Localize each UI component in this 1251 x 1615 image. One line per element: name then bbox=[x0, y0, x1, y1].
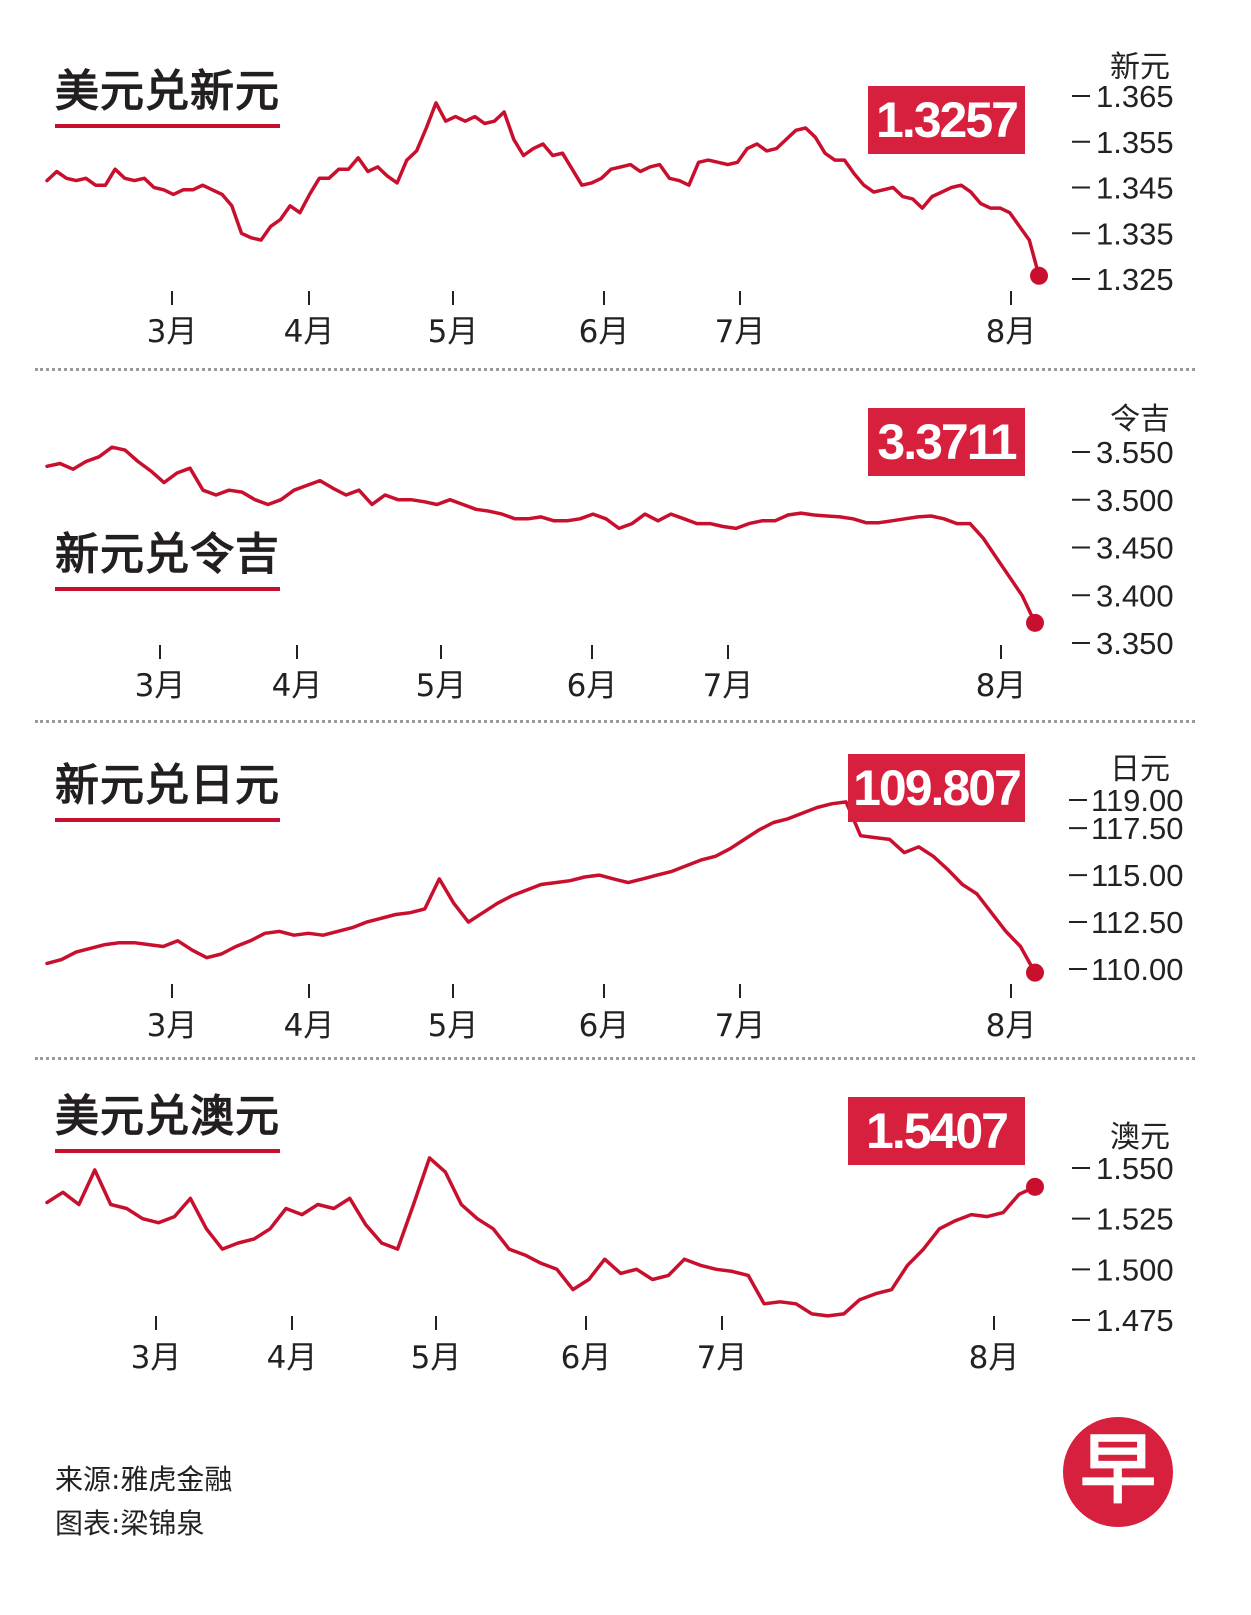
y-tick-label: 112.50 bbox=[1091, 905, 1184, 940]
chart-title: 美元兑澳元 bbox=[55, 1091, 280, 1153]
divider bbox=[35, 1057, 1195, 1060]
y-tick-label: 115.00 bbox=[1091, 858, 1184, 893]
x-tick-label: 6月 bbox=[561, 1340, 612, 1376]
y-tick-label: 119.00 bbox=[1091, 783, 1184, 818]
latest-value-badge: 1.3257 bbox=[868, 86, 1025, 154]
x-tick-label: 5月 bbox=[411, 1340, 462, 1376]
chart-panel-usd-aud: 1.550 1.525 1.500 1.475 3月 4月 5月 6月 7月 8月 美元兑澳元 1… bbox=[45, 1091, 1174, 1376]
x-tick-label: 7月 bbox=[715, 1008, 766, 1044]
latest-value-badge: 3.3711 bbox=[868, 408, 1025, 476]
last-value-point bbox=[1026, 613, 1044, 632]
y-tick-label: 1.325 bbox=[1096, 262, 1174, 297]
y-tick-label: 110.00 bbox=[1091, 952, 1184, 987]
chart-panel-sgd-jpy: 119.00 117.50 115.00 112.50 110.00 3月 4月 5月 6月 7月… bbox=[45, 752, 1184, 1044]
series-line bbox=[45, 1156, 1037, 1318]
zaobao-logo: 早 bbox=[1063, 1417, 1173, 1527]
unit-label: 新元 bbox=[1110, 50, 1170, 85]
x-tick-label: 4月 bbox=[272, 668, 323, 704]
x-tick-label: 6月 bbox=[567, 668, 618, 704]
y-tick-label: 1.335 bbox=[1096, 216, 1174, 251]
last-value-point bbox=[1030, 266, 1048, 285]
series-line bbox=[45, 800, 1037, 975]
y-tick-label: 3.400 bbox=[1096, 578, 1174, 613]
x-tick-label: 3月 bbox=[147, 1008, 198, 1044]
y-tick-label: 117.50 bbox=[1091, 811, 1184, 846]
chart-title: 美元兑新元 bbox=[55, 66, 280, 128]
chart-credit: 图表:梁锦泉 bbox=[55, 1507, 205, 1540]
y-tick-label: 1.475 bbox=[1096, 1303, 1174, 1338]
chart-title: 新元兑日元 bbox=[55, 760, 280, 822]
unit-label: 日元 bbox=[1110, 752, 1170, 787]
x-tick-label: 4月 bbox=[284, 1008, 335, 1044]
y-tick-label: 1.345 bbox=[1096, 171, 1174, 206]
y-tick-label: 3.500 bbox=[1096, 483, 1174, 518]
x-tick-label: 6月 bbox=[579, 314, 630, 350]
y-tick-label: 3.450 bbox=[1096, 531, 1174, 566]
chart-panel-sgd-myr: 3.550 3.500 3.450 3.400 3.350 3月 4月 5月 6月 7月 8月 新元… bbox=[0, 0, 1251, 720]
x-tick-label: 3月 bbox=[147, 314, 198, 350]
y-tick-label: 1.500 bbox=[1096, 1252, 1174, 1287]
x-tick-label: 5月 bbox=[428, 314, 479, 350]
line-chart-sgd-myr: 3.550 3.500 3.450 3.400 3.350 3月 4月 5月 6月 7月 8月 bbox=[45, 435, 1174, 704]
series-line bbox=[45, 101, 1041, 278]
x-tick-label: 3月 bbox=[135, 668, 186, 704]
line-chart-usd-sgd: 1.365 1.355 1.345 1.335 1.325 3月 4月 5月 6月 7月 8月 bbox=[45, 79, 1174, 350]
y-tick-label: 1.525 bbox=[1096, 1202, 1174, 1237]
last-value-point bbox=[1026, 1177, 1044, 1196]
x-tick-label: 5月 bbox=[428, 1008, 479, 1044]
x-tick-label: 8月 bbox=[969, 1340, 1020, 1376]
y-tick-label: 1.355 bbox=[1096, 125, 1174, 160]
x-tick-label: 7月 bbox=[697, 1340, 748, 1376]
x-tick-label: 8月 bbox=[986, 1008, 1037, 1044]
x-tick-label: 4月 bbox=[267, 1340, 318, 1376]
unit-label: 澳元 bbox=[1110, 1120, 1170, 1155]
unit-label: 令吉 bbox=[1110, 402, 1170, 437]
x-tick-label: 5月 bbox=[416, 668, 467, 704]
y-tick-label: 1.550 bbox=[1096, 1151, 1174, 1186]
x-tick-label: 7月 bbox=[703, 668, 754, 704]
y-tick-label: 3.350 bbox=[1096, 626, 1174, 661]
chart-title: 新元兑令吉 bbox=[55, 529, 280, 591]
chart-panel-usd-sgd: 1.365 1.355 1.345 1.335 1.325 3月 4月 5月 6月 7月 8月 美元… bbox=[0, 0, 1251, 360]
x-tick-label: 8月 bbox=[986, 314, 1037, 350]
latest-value-badge: 1.5407 bbox=[848, 1097, 1025, 1165]
series-line bbox=[45, 445, 1037, 625]
x-tick-label: 4月 bbox=[284, 314, 335, 350]
y-tick-label: 1.365 bbox=[1096, 79, 1174, 114]
last-value-point bbox=[1026, 963, 1044, 982]
y-tick-label: 3.550 bbox=[1096, 435, 1174, 470]
latest-value-badge: 109.807 bbox=[848, 754, 1025, 822]
x-tick-label: 3月 bbox=[131, 1340, 182, 1376]
source-credit: 来源:雅虎金融 bbox=[55, 1463, 233, 1496]
divider bbox=[35, 368, 1195, 371]
x-tick-label: 6月 bbox=[579, 1008, 630, 1044]
line-chart-usd-aud: 1.550 1.525 1.500 1.475 3月 4月 5月 6月 7月 8月 bbox=[45, 1151, 1174, 1376]
x-tick-label: 8月 bbox=[976, 668, 1027, 704]
divider bbox=[35, 720, 1195, 723]
x-tick-label: 7月 bbox=[715, 314, 766, 350]
